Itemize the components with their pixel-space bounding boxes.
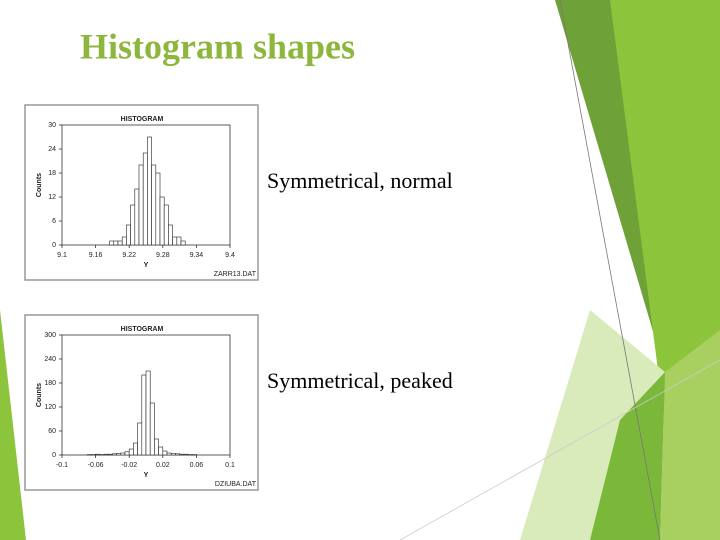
- slide-title: Histogram shapes: [80, 26, 355, 66]
- bar: [95, 453, 101, 456]
- x-tick-label: 0.02: [156, 462, 170, 469]
- bar: [180, 240, 186, 246]
- bar: [166, 452, 172, 456]
- y-tick-label: 12: [48, 194, 56, 201]
- y-tick-label: 60: [48, 428, 56, 435]
- decor: [399, 359, 720, 540]
- y-axis-label: Counts: [36, 383, 43, 407]
- bar: [142, 152, 148, 246]
- chart-frame: [24, 314, 259, 491]
- y-tick-label: 24: [48, 146, 56, 153]
- bar: [128, 448, 134, 456]
- bar: [163, 204, 169, 246]
- bar: [170, 453, 176, 456]
- y-tick-label: 120: [44, 404, 56, 411]
- y-tick-label: 240: [44, 356, 56, 363]
- bar: [107, 453, 113, 456]
- data-file: DZIUBA.DAT: [215, 481, 257, 488]
- bar: [145, 370, 151, 456]
- x-axis-label: Y: [144, 262, 149, 269]
- decor: [590, 372, 665, 540]
- bar: [183, 453, 189, 456]
- decor: [559, 0, 661, 540]
- bar: [154, 438, 159, 456]
- y-axis-label: Counts: [36, 173, 43, 197]
- bar: [176, 236, 182, 246]
- chart-title: HISTOGRAM: [121, 116, 164, 123]
- bar: [109, 240, 115, 246]
- x-tick-label: 9.4: [225, 252, 235, 259]
- bar: [112, 453, 117, 456]
- x-tick-label: 0.1: [225, 462, 235, 469]
- data-file: ZARR13.DAT: [214, 271, 257, 278]
- x-tick-label: 9.1: [57, 252, 67, 259]
- bar: [138, 164, 144, 246]
- bar: [159, 196, 165, 246]
- bar: [151, 164, 157, 246]
- bar: [117, 240, 123, 246]
- bar: [168, 224, 173, 246]
- bar: [134, 188, 140, 246]
- decor: [0, 310, 26, 540]
- bar: [141, 374, 147, 456]
- x-tick-label: -0.1: [56, 462, 68, 469]
- x-tick-label: 9.22: [122, 252, 136, 259]
- caption: Symmetrical, peaked: [267, 368, 453, 393]
- bar: [103, 453, 109, 456]
- bar: [137, 422, 143, 456]
- bar: [120, 452, 126, 456]
- x-axis-label: Y: [144, 472, 149, 479]
- y-tick-label: 180: [44, 380, 56, 387]
- bar: [155, 172, 161, 246]
- bar: [149, 402, 155, 456]
- bar: [175, 453, 180, 456]
- x-tick-label: -0.02: [121, 462, 137, 469]
- y-tick-label: 0: [52, 452, 56, 459]
- bar: [130, 204, 136, 246]
- bar: [162, 450, 168, 456]
- y-tick-label: 6: [52, 218, 56, 225]
- bar: [126, 224, 131, 246]
- y-tick-label: 30: [48, 122, 56, 129]
- chart-title: HISTOGRAM: [121, 326, 164, 333]
- bar: [113, 240, 119, 246]
- caption: Symmetrical, normal: [267, 168, 453, 193]
- bar: [116, 453, 122, 456]
- x-tick-label: 9.34: [190, 252, 204, 259]
- bar: [124, 451, 130, 456]
- x-tick-label: -0.06: [88, 462, 104, 469]
- bar: [172, 236, 178, 246]
- bar: [133, 442, 138, 456]
- x-tick-label: 0.06: [190, 462, 204, 469]
- y-tick-label: 18: [48, 170, 56, 177]
- bar: [147, 136, 152, 246]
- y-tick-label: 300: [44, 332, 56, 339]
- x-tick-label: 9.28: [156, 252, 170, 259]
- x-tick-label: 9.16: [89, 252, 103, 259]
- decor: [660, 330, 720, 540]
- bar: [121, 236, 127, 246]
- bar: [158, 446, 164, 456]
- bar: [179, 453, 185, 456]
- chart-frame: [24, 104, 259, 281]
- y-tick-label: 0: [52, 242, 56, 249]
